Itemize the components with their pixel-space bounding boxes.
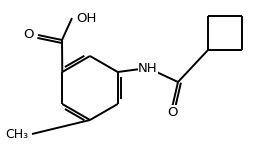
Text: O: O bbox=[167, 106, 177, 119]
Text: CH₃: CH₃ bbox=[5, 127, 28, 140]
Text: NH: NH bbox=[138, 61, 158, 74]
Text: O: O bbox=[23, 29, 34, 42]
Text: OH: OH bbox=[76, 11, 96, 24]
